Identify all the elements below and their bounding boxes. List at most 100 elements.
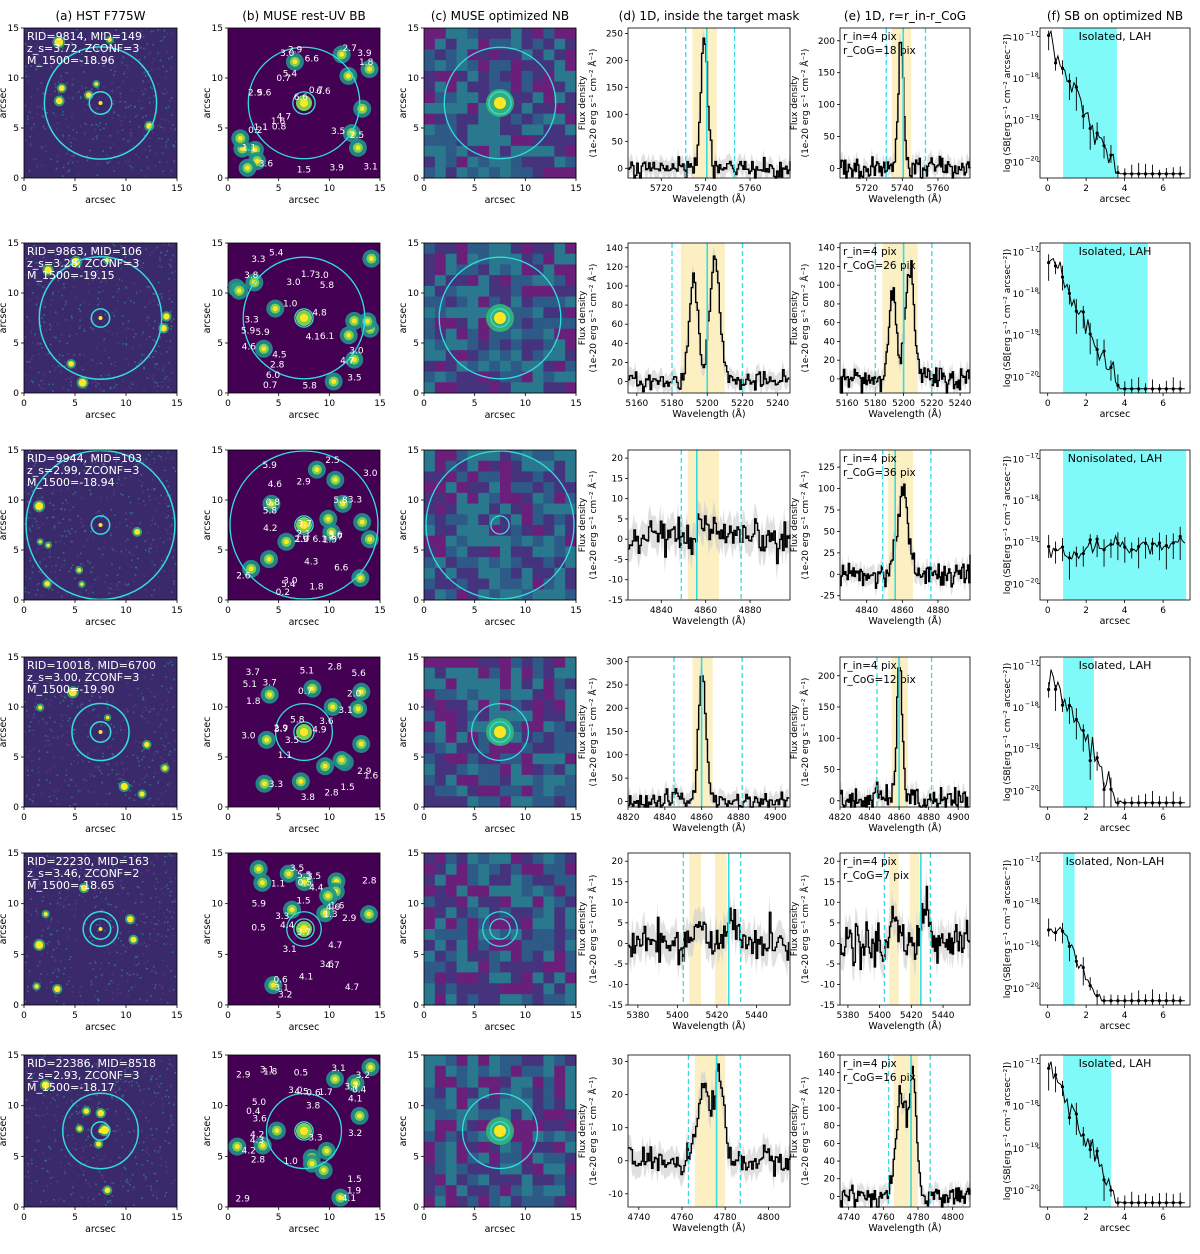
noise-pixel	[160, 456, 162, 458]
noise-pixel	[63, 1200, 65, 1202]
noise-pixel	[159, 998, 162, 1001]
noise-pixel	[106, 574, 109, 577]
nb-pixel	[424, 699, 436, 712]
noise-pixel	[169, 340, 172, 343]
nb-pixel	[532, 60, 544, 72]
x-axis-label: arcsec	[1100, 823, 1131, 834]
noise-pixel	[120, 120, 123, 122]
nb-pixel	[434, 38, 447, 50]
nb-pixel	[521, 253, 534, 265]
noise-pixel	[116, 1125, 119, 1127]
noise-pixel	[111, 991, 114, 994]
nb-pixel	[510, 589, 523, 601]
tick-label: 60	[824, 319, 836, 329]
nb-pixel	[565, 972, 577, 984]
noise-pixel	[57, 81, 60, 83]
noise-pixel	[92, 32, 95, 35]
nb-pixel	[489, 689, 501, 701]
nb-pixel	[554, 492, 566, 505]
noise-pixel	[36, 106, 38, 108]
nb-pixel	[500, 70, 512, 83]
nb-pixel	[489, 972, 501, 984]
noise-pixel	[160, 888, 163, 890]
nb-pixel	[467, 28, 479, 40]
noise-pixel	[173, 678, 176, 681]
nb-pixel	[489, 275, 501, 287]
nb-pixel	[565, 896, 577, 908]
nb-pixel	[445, 350, 458, 362]
noise-pixel	[81, 60, 83, 63]
nb-pixel	[478, 285, 490, 298]
nb-pixel	[467, 918, 479, 930]
tick-label: -5	[614, 555, 623, 565]
nb-pixel	[554, 264, 566, 276]
nb-pixel	[554, 939, 566, 952]
noise-pixel	[141, 353, 144, 356]
noise-pixel	[68, 335, 71, 337]
nb-pixel	[456, 124, 468, 136]
noise-pixel	[114, 66, 117, 68]
nb-pixel	[543, 135, 555, 147]
y-axis-label: arcsec	[398, 510, 409, 541]
nb-pixel	[424, 113, 436, 125]
noise-pixel	[145, 129, 148, 132]
noise-pixel	[136, 943, 139, 945]
noise-pixel	[154, 365, 156, 368]
nb-pixel	[532, 124, 544, 136]
noise-pixel	[94, 1094, 96, 1096]
noise-pixel	[161, 564, 163, 566]
noise-pixel	[75, 565, 78, 568]
nb-pixel	[565, 994, 577, 1006]
nb-pixel	[424, 371, 436, 383]
noise-pixel	[164, 745, 166, 748]
noise-pixel	[27, 1176, 30, 1178]
noise-pixel	[52, 504, 55, 507]
noise-pixel	[138, 962, 140, 965]
tick-label: 15	[171, 813, 182, 823]
noise-pixel	[92, 591, 94, 594]
nb-pixel	[565, 135, 577, 147]
noise-pixel	[35, 697, 38, 700]
noise-pixel	[97, 1131, 99, 1134]
source-blob	[134, 528, 141, 535]
noise-pixel	[149, 784, 152, 786]
noise-pixel	[171, 243, 174, 246]
noise-pixel	[58, 456, 60, 458]
noise-pixel	[157, 29, 159, 31]
noise-pixel	[45, 112, 48, 114]
noise-pixel	[37, 309, 40, 312]
noise-pixel	[91, 883, 93, 886]
nb-pixel	[434, 339, 447, 351]
noise-pixel	[75, 475, 78, 477]
noise-pixel	[150, 1188, 153, 1191]
nb-pixel	[510, 264, 523, 276]
noise-pixel	[65, 743, 68, 746]
nb-pixel	[445, 113, 458, 125]
redshift-label: 3.6	[319, 717, 334, 727]
noise-pixel	[168, 853, 171, 856]
nb-pixel	[554, 710, 566, 722]
nb-pixel	[510, 482, 523, 494]
noise-pixel	[136, 557, 139, 560]
nb-pixel	[489, 742, 501, 754]
nb-pixel	[521, 482, 534, 494]
noise-pixel	[102, 1177, 104, 1179]
noise-pixel	[126, 660, 128, 663]
noise-pixel	[116, 574, 119, 576]
nb-pixel	[434, 796, 447, 808]
nb-pixel	[467, 371, 479, 383]
noise-pixel	[113, 725, 116, 728]
noise-pixel	[148, 1087, 150, 1090]
noise-pixel	[172, 928, 174, 930]
noise-pixel	[143, 367, 146, 370]
nb-pixel	[445, 525, 458, 537]
noise-pixel	[75, 333, 78, 335]
noise-pixel	[34, 706, 36, 708]
noise-pixel	[42, 1126, 44, 1129]
noise-pixel	[111, 547, 114, 550]
noise-pixel	[90, 980, 93, 983]
nb-pixel	[424, 460, 436, 472]
aperture-circle	[443, 46, 557, 160]
nb-pixel	[478, 764, 490, 776]
